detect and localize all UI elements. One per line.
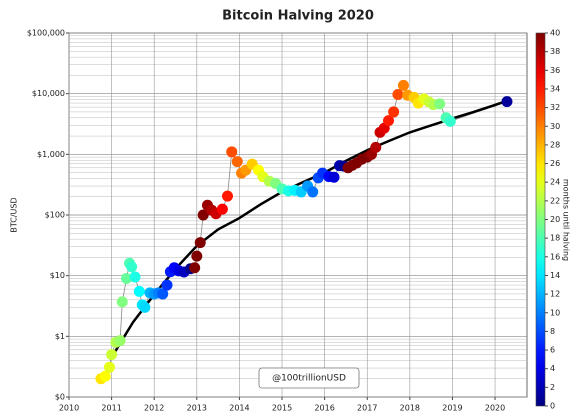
data-point [114,335,126,347]
colorbar-tick-label: 18 [550,234,560,243]
data-point [216,203,228,215]
data-point [99,370,111,382]
data-point [501,96,513,108]
data-point [226,146,238,158]
y-tick-label: $100 [45,211,65,220]
y-tick-label: $10,000 [32,89,65,98]
colorbar-label: months until halving [562,179,571,261]
data-point [189,262,201,274]
colorbar-tick-label: 30 [550,122,560,131]
colorbar-tick-label: 32 [550,103,560,112]
data-point [397,79,409,91]
annotation-box [258,367,360,389]
colorbar-tick-label: 10 [550,308,560,317]
annotation: @100trillionUSD [272,374,346,384]
data-point [328,171,340,183]
x-tick-label: 2011 [101,404,121,413]
data-point [221,190,233,202]
colorbar-tick-label: 36 [550,66,560,75]
y-tick-label: $1,000 [37,150,65,159]
data-point [139,301,151,313]
y-tick-label: $0 [55,393,65,402]
data-point [129,271,141,283]
x-tick-label: 2010 [59,404,79,413]
data-point [194,237,206,249]
data-point [197,209,209,221]
x-tick-label: 2017 [357,404,377,413]
colorbar-tick-label: 38 [550,47,560,56]
data-point [161,279,173,291]
x-tick-label: 2019 [442,404,462,413]
x-tick-label: 2020 [485,404,505,413]
y-tick-label: $1 [55,332,65,341]
x-tick-label: 2013 [187,404,207,413]
data-point [116,296,128,308]
data-point [157,288,169,300]
data-point [121,272,133,284]
colorbar-tick-label: 6 [550,346,555,355]
colorbar-tick-label: 12 [550,290,560,299]
data-point [383,115,395,127]
chart-title: Bitcoin Halving 2020 [222,9,374,24]
colorbar-tick-label: 2 [550,383,555,392]
data-point [191,250,203,262]
y-tick-label: $10 [50,271,65,280]
y-tick-label: $100,000 [27,29,65,38]
colorbar-tick-label: 22 [550,196,560,205]
data-point [133,285,145,297]
x-tick-label: 2014 [229,404,249,413]
colorbar-tick-label: 0 [550,402,555,411]
data-point [103,361,115,373]
data-point [434,98,446,110]
colorbar-tick-label: 8 [550,327,555,336]
colorbar-tick-label: 14 [550,271,560,280]
colorbar-tick-label: 20 [550,215,560,224]
data-point [392,88,404,100]
colorbar-tick-label: 26 [550,159,560,168]
data-point [231,156,243,168]
x-tick-label: 2015 [272,404,292,413]
colorbar-tick-label: 16 [550,252,560,261]
x-tick-label: 2012 [144,404,164,413]
data-point [307,186,319,198]
colorbar-tick-label: 28 [550,140,560,149]
colorbar-tick-label: 40 [550,29,560,38]
data-point [370,141,382,153]
data-point [388,106,400,118]
data-point [106,349,118,361]
y-axis-label: BTC/USD [10,197,19,232]
colorbar [535,32,546,407]
data-point [126,261,138,273]
colorbar-tick-label: 4 [550,364,555,373]
x-tick-label: 2016 [314,404,334,413]
colorbar-tick-label: 24 [550,178,560,187]
data-point [444,115,456,127]
colorbar-tick-label: 34 [550,84,560,93]
x-tick-label: 2018 [400,404,420,413]
